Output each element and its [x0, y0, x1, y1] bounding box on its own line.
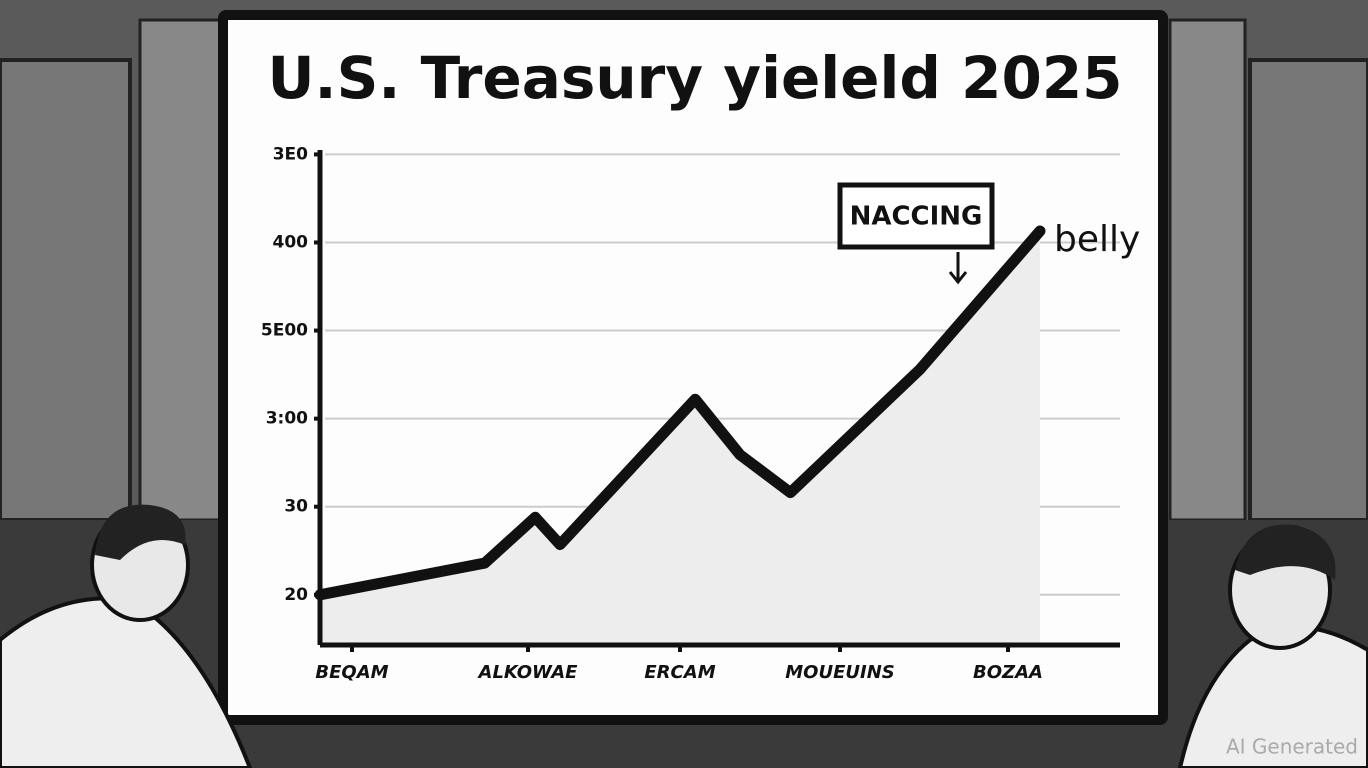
- person-left: [0, 504, 253, 768]
- annotation-box: [837, 182, 995, 250]
- x-tick-label: ERCAM: [644, 662, 715, 683]
- annotation-arrow: [948, 252, 968, 285]
- y-tick-label: 30: [284, 497, 308, 517]
- y-tick-label: 5E00: [261, 321, 308, 341]
- area: [320, 231, 1040, 645]
- person-hair: [1235, 524, 1336, 580]
- person-body: [1177, 625, 1368, 768]
- legend-label: belly: [1054, 219, 1140, 260]
- watermark: AI Generated: [1226, 735, 1358, 759]
- plot: 20 30 3:00 5E00 400 3E0 BEQAM ALKOWAE ERCAM MOUEU…: [261, 144, 1140, 683]
- x-tick-label: MOUEUINS: [785, 662, 894, 683]
- person-right: [1177, 524, 1368, 768]
- x-tick-label: ALKOWAE: [477, 662, 579, 683]
- wall-panel: [138, 18, 222, 522]
- person-hair: [95, 504, 186, 560]
- y-tick-label: 3:00: [266, 409, 308, 429]
- wall-panel: [1248, 58, 1368, 522]
- x-tick-label: BOZAA: [973, 662, 1043, 683]
- wall-panel: [0, 58, 132, 522]
- chart-title: U.S. Treasury yieleld 2025: [267, 44, 1122, 112]
- wall-panel: [1168, 18, 1247, 522]
- y-tick-label: 400: [273, 232, 309, 252]
- y-tick-label: 20: [284, 585, 308, 605]
- y-tick-label: 3E0: [273, 144, 308, 164]
- line: [314, 225, 1046, 601]
- x-tick-label: BEQAM: [315, 662, 388, 683]
- annotation: NACCING: [850, 202, 983, 232]
